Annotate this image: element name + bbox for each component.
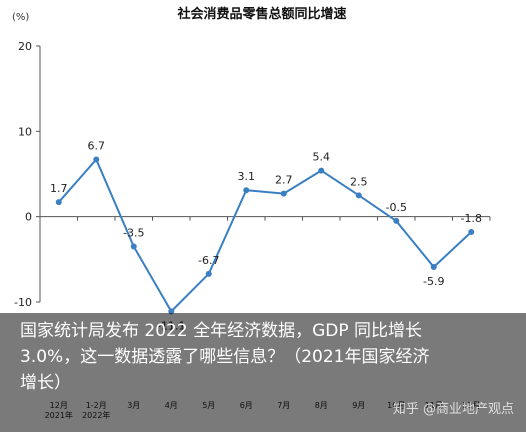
caption-overlay — [0, 313, 526, 432]
data-label: 3.1 — [238, 170, 256, 183]
data-point — [55, 199, 62, 206]
watermark: 知乎 @商业地产观点 — [392, 402, 514, 417]
series-polyline — [57, 157, 472, 314]
chart-title: 社会消费品零售总额同比增速 — [176, 6, 346, 22]
y-tick-label: 0 — [25, 211, 32, 224]
data-point — [430, 264, 437, 271]
data-point — [468, 229, 475, 236]
caption-text: 国家统计局发布 2022 全年经济数据，GDP 同比增长 3.0%，这一数据透露… — [20, 321, 430, 393]
data-point — [280, 190, 287, 197]
data-label: -6.7 — [198, 254, 219, 267]
y-tick-label: 10 — [18, 125, 32, 138]
data-label: 2.5 — [350, 175, 368, 188]
axes — [39, 46, 490, 302]
data-point — [130, 243, 137, 250]
data-point — [243, 187, 250, 194]
data-point — [168, 308, 175, 315]
data-point — [355, 192, 362, 199]
data-label: -3.5 — [123, 227, 144, 240]
series-line — [55, 156, 475, 315]
data-label: -0.5 — [386, 201, 407, 214]
data-point — [393, 217, 400, 224]
y-tick-label: 20 — [18, 40, 32, 53]
data-label: -5.9 — [423, 275, 444, 288]
data-label: 1.7 — [50, 182, 68, 195]
data-label: -1.8 — [461, 212, 482, 225]
data-label: 5.4 — [313, 151, 331, 164]
y-tick-label: -10 — [14, 296, 32, 309]
data-point — [205, 270, 212, 277]
data-label: 6.7 — [88, 139, 106, 152]
data-point — [93, 156, 100, 163]
y-ticks: -10 0 10 20 — [14, 40, 40, 309]
data-label: 2.7 — [275, 174, 293, 187]
data-point — [318, 167, 325, 174]
data-labels: 1.76.7-3.5-11.1-6.73.12.75.42.5-0.5-5.9-… — [50, 139, 482, 332]
y-axis-unit: (%) — [12, 12, 29, 23]
